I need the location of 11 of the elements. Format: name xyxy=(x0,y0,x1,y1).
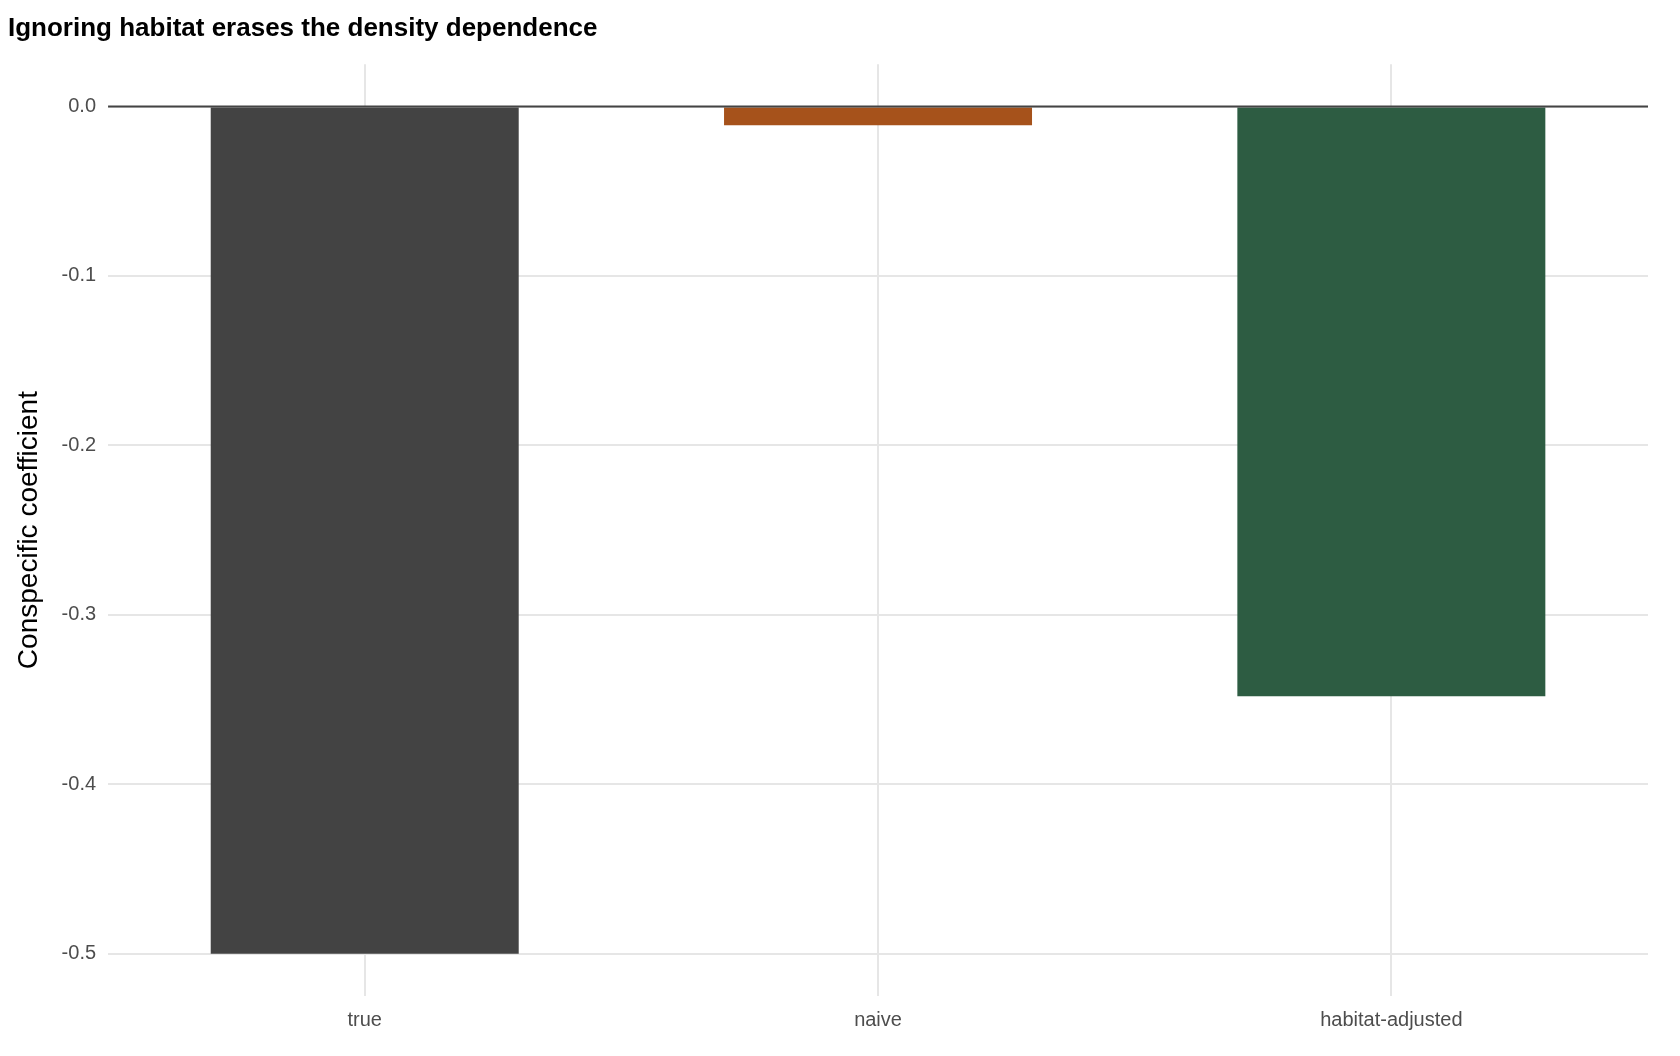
y-tick-label: -0.2 xyxy=(61,432,97,455)
y-tick-label: 0.0 xyxy=(68,94,97,117)
chart-title: Ignoring habitat erases the density dependence xyxy=(8,11,598,42)
y-tick-label: -0.4 xyxy=(61,771,97,794)
y-tick-label: -0.1 xyxy=(61,263,97,286)
y-tick-label: -0.5 xyxy=(61,941,97,964)
y-tick-label: -0.3 xyxy=(61,602,97,625)
y-axis-title: Conspecific coefficient xyxy=(11,390,43,670)
x-tick-label: habitat-adjusted xyxy=(1320,1007,1463,1030)
x-tick-label: true xyxy=(347,1007,382,1030)
x-tick-label: naive xyxy=(854,1007,902,1030)
